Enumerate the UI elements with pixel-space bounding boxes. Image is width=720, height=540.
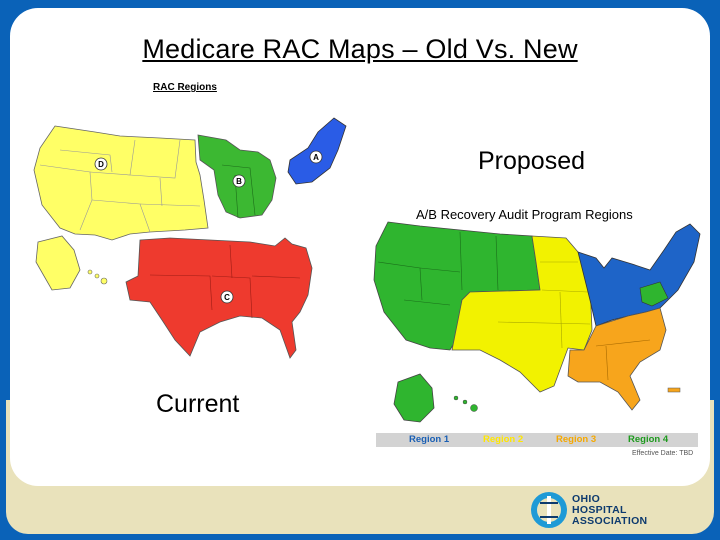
new-map-caption: Proposed bbox=[478, 147, 586, 175]
old-region-c bbox=[125, 237, 313, 359]
logo-line-3: ASSOCIATION bbox=[572, 515, 648, 527]
marker-d: D bbox=[98, 160, 104, 169]
old-alaska bbox=[35, 235, 81, 291]
legend-region-3: Region 3 bbox=[556, 434, 597, 445]
old-map-heading: RAC Regions bbox=[153, 82, 217, 93]
marker-a: A bbox=[313, 153, 319, 162]
new-region-3 bbox=[567, 307, 667, 411]
new-map-legend: Region 1 Region 2 Region 3 Region 4 bbox=[376, 433, 698, 447]
new-alaska bbox=[393, 373, 435, 423]
slide-title: Medicare RAC Maps – Old Vs. New bbox=[142, 34, 578, 64]
old-map-caption: Current bbox=[156, 390, 240, 418]
new-region-1-green-state bbox=[639, 281, 669, 307]
logo-line-2: HOSPITAL bbox=[572, 504, 627, 516]
marker-c: C bbox=[224, 293, 230, 302]
marker-b: B bbox=[236, 177, 242, 186]
logo-line-1: OHIO bbox=[572, 493, 601, 505]
old-region-markers: A B C D bbox=[94, 150, 323, 304]
legend-region-1: Region 1 bbox=[409, 434, 450, 445]
new-puerto-rico bbox=[667, 387, 681, 393]
new-map-heading: A/B Recovery Audit Program Regions bbox=[416, 207, 633, 222]
content-panel bbox=[10, 8, 710, 486]
effective-date-note: Effective Date: TBD bbox=[632, 450, 694, 457]
legend-region-4: Region 4 bbox=[628, 434, 669, 445]
logo-text: OHIO HOSPITAL ASSOCIATION bbox=[572, 494, 647, 527]
new-region-1 bbox=[577, 223, 701, 327]
legend-region-2: Region 2 bbox=[483, 434, 524, 445]
old-region-d bbox=[33, 125, 209, 241]
